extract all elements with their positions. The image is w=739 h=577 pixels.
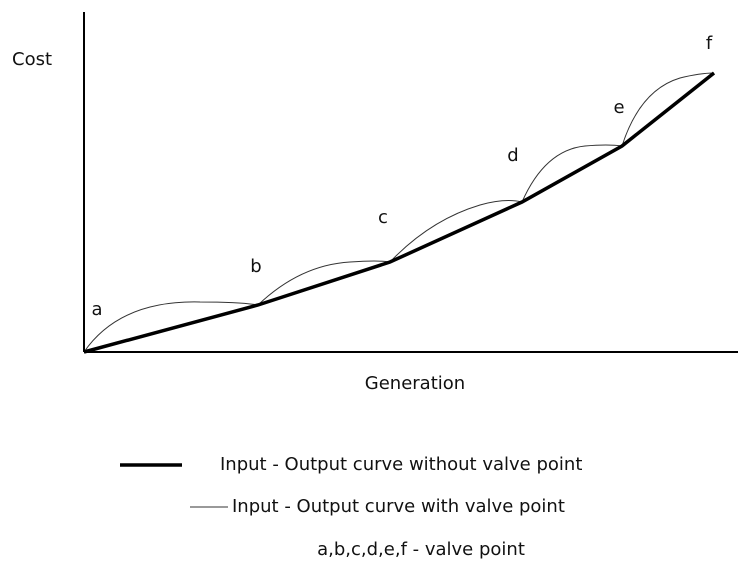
point-label: d <box>507 145 518 166</box>
point-label: f <box>706 33 713 54</box>
point-label: c <box>378 207 388 228</box>
legend-entry: Input - Output curve with valve point <box>232 496 565 517</box>
curve-without-valve-point <box>83 71 716 354</box>
x-axis-label: Generation <box>365 373 465 394</box>
curve-with-valve-point <box>83 72 715 353</box>
y-axis-label: Cost <box>12 49 52 70</box>
legend-entry: Input - Output curve without valve point <box>220 454 582 475</box>
note: a,b,c,d,e,f - valve point <box>317 539 525 560</box>
point-label: a <box>91 299 102 320</box>
point-label: e <box>613 97 624 118</box>
point-label: b <box>250 256 261 277</box>
